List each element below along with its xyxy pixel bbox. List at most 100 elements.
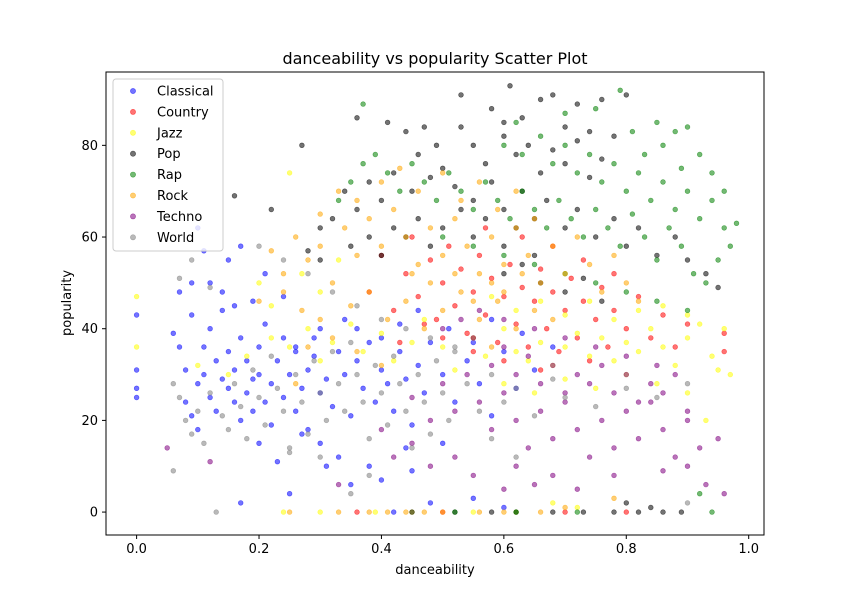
data-point [635,307,642,314]
data-point [268,303,274,309]
data-point [464,243,470,249]
data-point [195,426,201,433]
data-point [305,426,311,433]
data-point [409,188,415,194]
data-point [672,344,678,350]
data-point [562,307,568,314]
data-point [446,326,452,332]
data-point [335,348,342,355]
data-point [513,225,519,231]
legend-label: Techno [156,210,202,225]
data-point [501,390,507,396]
data-point [286,170,293,176]
data-point [562,289,568,295]
data-point [440,509,446,515]
series-jazz [133,170,733,515]
data-point [599,335,605,341]
data-point [623,289,629,295]
data-point [678,509,685,515]
data-point [599,417,605,424]
data-point [201,344,207,350]
data-point [476,408,483,414]
data-point [623,243,629,249]
data-point [476,399,483,405]
data-point [611,358,617,364]
data-point [305,326,311,332]
data-point [550,472,556,479]
data-point [440,371,446,378]
data-point [189,431,195,437]
data-point [531,481,538,488]
x-axis: 0.0 0.2 0.4 0.6 0.8 1.0 [126,535,759,557]
data-point [543,225,550,231]
data-point [519,234,525,240]
data-point [562,312,568,318]
data-point [635,225,642,231]
y-axis-label: popularity [60,270,75,336]
data-point [133,367,140,373]
data-point [525,358,531,364]
x-tick-label: 0.4 [371,542,392,557]
data-point [501,243,507,249]
data-point [427,174,434,181]
data-point [580,298,587,304]
data-point [470,335,476,341]
data-point [317,257,323,263]
data-point [280,335,287,341]
data-point [262,399,268,405]
data-point [427,335,434,341]
data-point [286,445,293,451]
data-point [360,348,366,355]
data-point [611,271,617,277]
data-point [696,216,703,222]
series-classical [133,225,556,515]
data-point [378,426,385,433]
data-point [684,321,691,327]
data-point [617,243,623,249]
data-point [244,358,250,364]
data-point [238,335,244,341]
data-point [201,371,207,378]
data-point [329,216,336,222]
data-point [635,298,642,304]
data-point [403,509,409,515]
data-point [280,394,287,401]
data-point [501,289,507,295]
data-point [562,376,568,382]
data-point [225,257,232,263]
data-point [672,454,678,460]
data-point [433,316,440,323]
data-point [256,371,262,378]
data-point [721,348,727,355]
data-point [427,500,434,506]
data-point [317,358,323,364]
data-point [415,293,421,300]
data-point [293,381,299,387]
data-point [623,371,629,378]
data-point [488,179,495,185]
legend-label: Pop [157,147,181,162]
data-point [574,170,580,176]
data-point [397,321,403,327]
data-point [452,367,458,373]
data-point [323,376,330,382]
data-point [574,426,580,433]
data-point [329,289,336,295]
data-point [268,422,274,428]
data-point [299,271,305,277]
data-point [440,440,446,446]
data-point [409,339,415,346]
data-point [550,243,556,249]
data-point [409,445,415,451]
data-point [299,431,305,437]
series-techno [164,307,727,497]
data-point [348,339,354,346]
data-point [550,92,556,98]
data-point [611,390,617,396]
data-point [696,151,703,158]
data-point [403,326,409,332]
data-point [133,385,140,391]
data-point [507,216,513,222]
data-point [446,170,452,176]
data-point [592,280,599,286]
